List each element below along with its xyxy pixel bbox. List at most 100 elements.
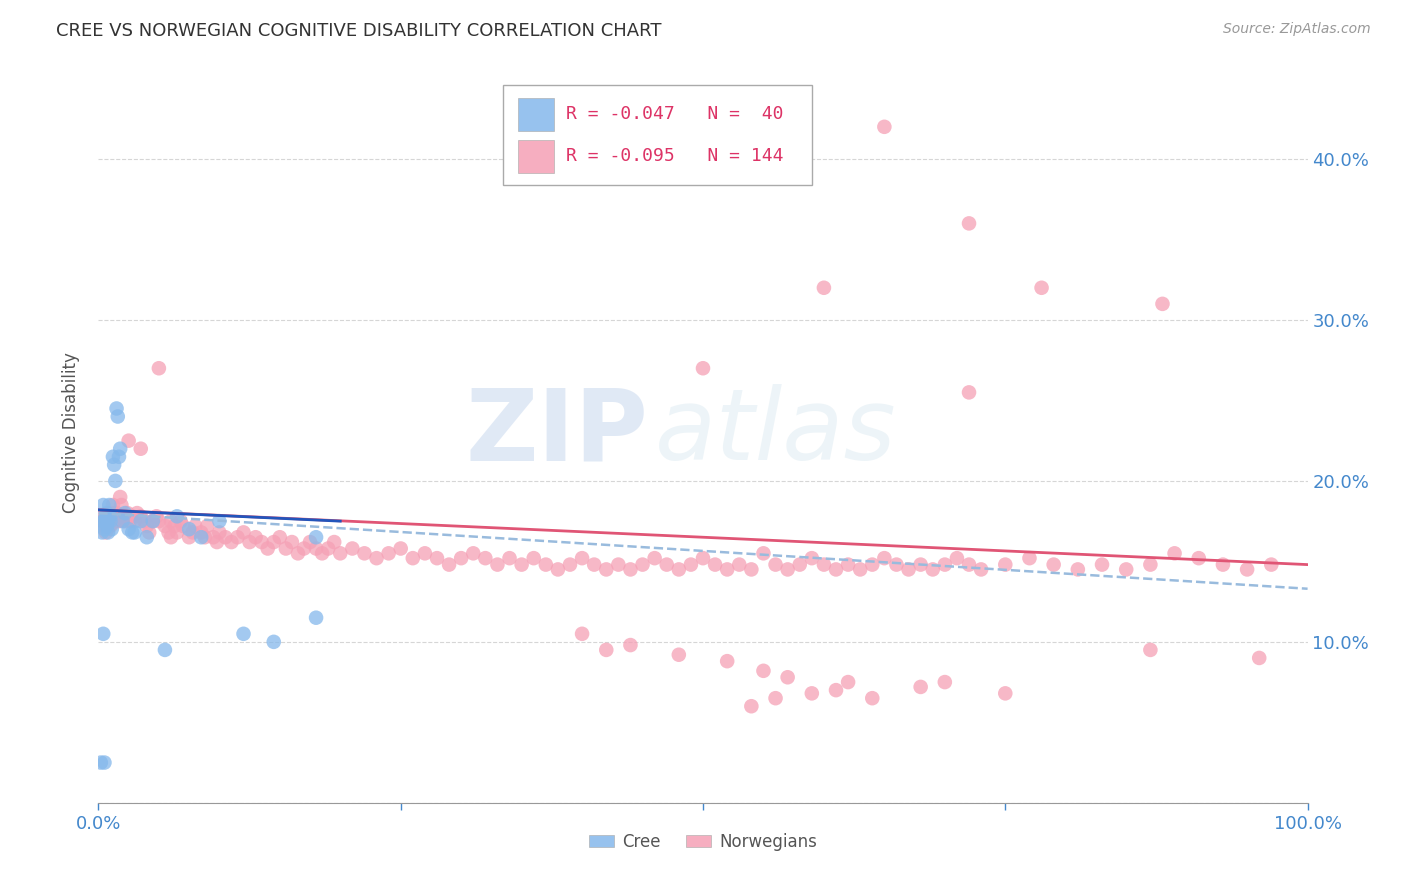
Point [142,514,165,528]
Point [153,643,176,657]
Point [104,509,127,524]
Bar [517,98,554,131]
Point [547,562,569,576]
Point [163,519,186,533]
Text: Source: ZipAtlas.com: Source: ZipAtlas.com [1223,22,1371,37]
Point [886,558,908,572]
Point [366,551,388,566]
Point [934,558,956,572]
Point [957,558,980,572]
Point [93,756,115,770]
Point [98,519,121,533]
Point [148,361,170,376]
Point [97,514,120,528]
Point [292,541,315,556]
Point [108,450,131,464]
Point [166,509,188,524]
Point [463,546,485,560]
Point [100,519,122,533]
Point [114,506,136,520]
FancyBboxPatch shape [503,85,811,185]
Point [194,530,217,544]
Point [134,514,156,528]
Point [104,474,127,488]
Point [716,654,738,668]
Point [98,498,121,512]
Point [474,551,496,566]
Point [181,525,204,540]
Point [402,551,425,566]
Point [897,562,920,576]
Point [179,530,201,544]
Point [1212,558,1234,572]
Point [93,514,115,528]
Point [208,514,231,528]
Point [946,551,969,566]
Point [595,562,617,576]
Point [668,562,690,576]
Point [100,514,122,528]
Point [118,514,141,528]
Point [849,562,872,576]
Point [100,509,122,524]
Point [105,506,128,520]
Point [129,509,152,524]
Point [114,514,136,528]
Point [245,530,267,544]
Point [232,627,254,641]
Point [595,643,617,657]
Point [353,546,375,560]
Point [1236,562,1258,576]
Point [221,535,243,549]
Point [413,546,436,560]
Point [97,514,120,528]
Point [873,551,896,566]
Point [860,691,883,706]
Point [103,458,125,472]
Point [135,530,157,544]
Point [91,509,114,524]
Point [184,519,207,533]
Point [813,281,835,295]
Point [873,120,896,134]
Point [498,551,520,566]
Point [107,509,129,524]
Point [1042,558,1064,572]
Point [1091,558,1114,572]
Point [437,558,460,572]
Point [97,525,120,540]
Point [281,535,304,549]
Point [692,551,714,566]
Point [644,551,666,566]
Point [96,506,118,520]
Point [1067,562,1090,576]
Point [90,756,112,770]
Point [160,530,183,544]
Point [239,535,262,549]
Legend: Cree, Norwegians: Cree, Norwegians [582,826,824,857]
Text: CREE VS NORWEGIAN COGNITIVE DISABILITY CORRELATION CHART: CREE VS NORWEGIAN COGNITIVE DISABILITY C… [56,22,662,40]
Point [107,409,129,424]
Point [91,525,114,540]
Point [202,530,225,544]
Point [740,562,762,576]
Point [108,514,131,528]
Point [263,635,285,649]
Point [93,519,115,533]
Point [631,558,654,572]
Point [837,558,859,572]
Point [776,670,799,684]
Point [111,514,134,528]
Point [98,509,121,524]
Point [118,434,141,448]
Point [994,686,1017,700]
Point [145,509,167,524]
Point [160,514,183,528]
Point [103,514,125,528]
Point [377,546,399,560]
Point [800,686,823,700]
Point [263,535,285,549]
Point [1163,546,1185,560]
Point [607,558,630,572]
Point [921,562,943,576]
